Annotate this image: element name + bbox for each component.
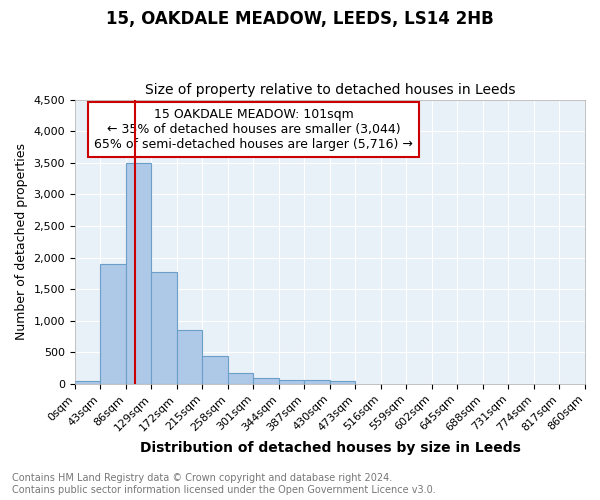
Text: 15, OAKDALE MEADOW, LEEDS, LS14 2HB: 15, OAKDALE MEADOW, LEEDS, LS14 2HB (106, 10, 494, 28)
Bar (126, 163, 151, 384)
Bar (202, 356, 228, 384)
Bar (75, 381, 100, 384)
Bar (304, 380, 330, 384)
Bar (100, 264, 126, 384)
Y-axis label: Number of detached properties: Number of detached properties (15, 144, 28, 340)
Text: 15 OAKDALE MEADOW: 101sqm
← 35% of detached houses are smaller (3,044)
65% of se: 15 OAKDALE MEADOW: 101sqm ← 35% of detac… (94, 108, 413, 151)
X-axis label: Distribution of detached houses by size in Leeds: Distribution of detached houses by size … (140, 441, 520, 455)
Bar (279, 380, 304, 384)
Bar (228, 373, 253, 384)
Text: Contains HM Land Registry data © Crown copyright and database right 2024.
Contai: Contains HM Land Registry data © Crown c… (12, 474, 436, 495)
Bar (151, 272, 177, 384)
Bar (253, 378, 279, 384)
Title: Size of property relative to detached houses in Leeds: Size of property relative to detached ho… (145, 83, 515, 97)
Bar (177, 330, 202, 384)
Bar (330, 382, 355, 384)
